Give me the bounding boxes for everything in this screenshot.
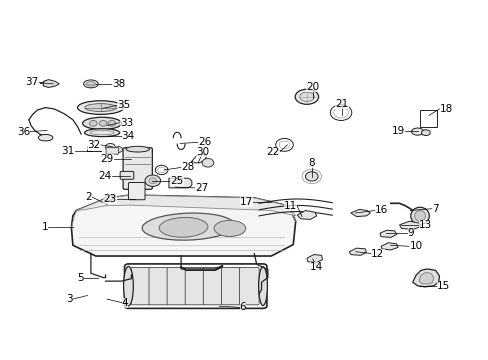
Text: 23: 23 [103,194,117,204]
Text: 31: 31 [61,145,75,156]
FancyBboxPatch shape [123,148,152,189]
Ellipse shape [126,146,149,152]
Circle shape [105,143,115,150]
Text: 4: 4 [122,298,128,308]
FancyBboxPatch shape [167,267,186,305]
Circle shape [108,121,116,126]
Text: 36: 36 [17,127,30,136]
Text: 32: 32 [87,140,101,150]
Text: 25: 25 [170,176,183,186]
FancyBboxPatch shape [203,267,223,305]
Bar [419,110,436,127]
Text: 1: 1 [42,222,48,232]
Text: 35: 35 [117,100,130,111]
FancyBboxPatch shape [149,267,168,305]
Polygon shape [379,230,396,237]
Text: 10: 10 [408,241,422,251]
FancyBboxPatch shape [185,267,204,305]
Text: 28: 28 [181,162,194,172]
Text: 15: 15 [436,281,449,291]
Ellipse shape [159,217,207,237]
Polygon shape [418,273,433,284]
Text: 20: 20 [305,82,319,92]
Ellipse shape [83,80,98,88]
FancyBboxPatch shape [131,267,150,305]
FancyBboxPatch shape [239,267,259,305]
Polygon shape [297,211,316,220]
Text: 16: 16 [374,206,387,216]
Polygon shape [412,269,439,287]
Text: 17: 17 [240,197,253,207]
Text: 24: 24 [99,171,112,181]
Polygon shape [399,221,420,229]
Text: 2: 2 [85,192,92,202]
Ellipse shape [90,131,114,135]
Text: 5: 5 [77,273,83,283]
Text: 13: 13 [418,220,431,230]
Ellipse shape [86,82,95,86]
Text: 3: 3 [66,294,73,304]
Text: 9: 9 [407,228,414,238]
Ellipse shape [410,207,428,225]
Text: 22: 22 [266,147,279,157]
Text: 29: 29 [101,154,114,164]
Ellipse shape [82,117,122,130]
Polygon shape [103,195,115,202]
Ellipse shape [411,128,423,135]
Ellipse shape [295,89,318,104]
FancyBboxPatch shape [128,183,145,200]
FancyBboxPatch shape [221,267,241,305]
Text: 26: 26 [198,138,211,147]
Circle shape [99,121,107,126]
Text: 6: 6 [239,302,246,312]
FancyBboxPatch shape [120,171,134,179]
Ellipse shape [214,220,245,237]
Text: 12: 12 [370,248,384,258]
Ellipse shape [299,92,314,102]
Polygon shape [168,178,191,188]
Polygon shape [348,248,366,255]
Circle shape [149,178,157,184]
Ellipse shape [123,266,133,306]
Polygon shape [306,255,322,262]
Text: 30: 30 [196,147,209,157]
Circle shape [145,175,160,186]
Text: 37: 37 [25,77,39,87]
Circle shape [89,121,97,126]
Ellipse shape [84,104,116,112]
Text: 7: 7 [431,204,438,214]
Text: 38: 38 [112,79,125,89]
Ellipse shape [84,129,120,136]
Text: 18: 18 [439,104,452,114]
Ellipse shape [77,101,123,114]
Ellipse shape [421,130,429,135]
Polygon shape [350,210,369,217]
Text: 21: 21 [335,99,348,109]
Text: 8: 8 [308,158,314,168]
Text: 14: 14 [309,262,323,272]
Polygon shape [43,80,59,87]
Ellipse shape [414,211,425,221]
Text: 33: 33 [120,118,133,128]
FancyBboxPatch shape [106,148,119,154]
Circle shape [115,147,122,152]
Ellipse shape [142,213,234,240]
Ellipse shape [258,267,267,306]
Text: 11: 11 [284,201,297,211]
Text: 27: 27 [194,183,207,193]
Ellipse shape [38,134,53,141]
Polygon shape [71,195,295,256]
Text: 34: 34 [122,131,135,141]
Polygon shape [76,195,295,216]
Text: 19: 19 [391,126,405,135]
Circle shape [202,158,213,167]
Polygon shape [380,243,397,250]
Circle shape [305,172,318,181]
